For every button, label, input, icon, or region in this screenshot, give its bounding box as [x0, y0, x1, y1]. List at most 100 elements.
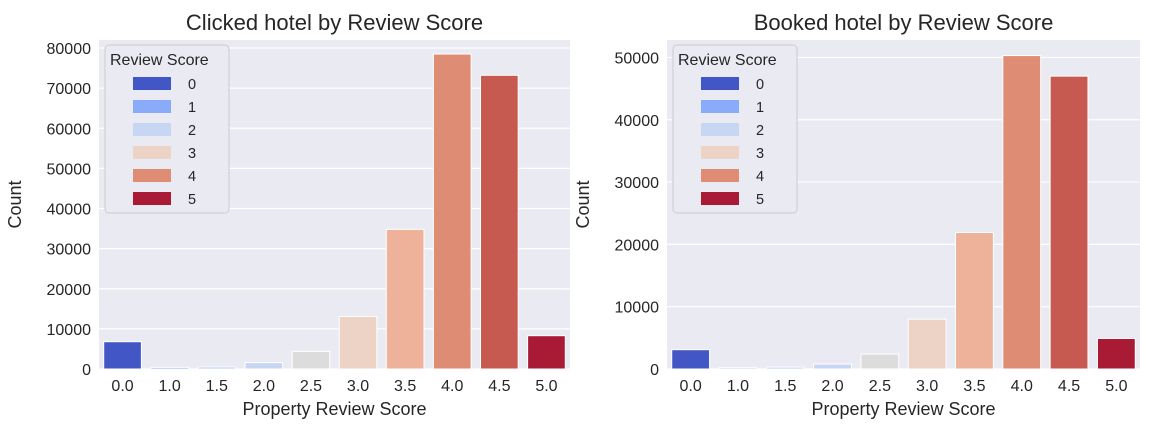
- y-tick-label: 0: [650, 362, 659, 379]
- x-tick-label: 3.0: [347, 378, 369, 395]
- x-tick-label: 5.0: [535, 378, 557, 395]
- bar-2.0: [813, 363, 852, 370]
- y-tick-label: 20000: [47, 282, 92, 299]
- x-tick-label: 0.0: [680, 378, 702, 395]
- bar-3.0: [907, 318, 947, 370]
- x-tick-label: 4.0: [441, 378, 463, 395]
- bar-5.0: [527, 335, 566, 370]
- y-tick-label: 80000: [47, 41, 92, 58]
- legend-entry-label: 0: [188, 77, 196, 93]
- x-tick-label: 4.5: [488, 378, 510, 395]
- chart-clicked-hotel: 0 10000 20000 30000 40000 50000 60000 70000 8000…: [5, 10, 570, 419]
- x-tick-label: 1.5: [774, 378, 796, 395]
- y-tick-label: 60000: [47, 121, 92, 138]
- legend-swatch: [701, 123, 739, 136]
- chart-title: Clicked hotel by Review Score: [186, 10, 483, 35]
- x-tick-label: 3.5: [963, 378, 985, 395]
- bar-4.0: [1002, 55, 1042, 370]
- bar-3.0: [338, 315, 378, 370]
- x-tick-label: 1.5: [206, 378, 228, 395]
- chart-title: Booked hotel by Review Score: [754, 10, 1054, 35]
- x-tick-labels: 0.0 1.0 1.5 2.0 2.5 3.0 3.5 4.0 4.5 5.0: [111, 378, 557, 395]
- x-axis-label: Property Review Score: [242, 399, 426, 419]
- bar-4.5: [1049, 75, 1089, 370]
- legend-entry-label: 4: [188, 169, 196, 185]
- bar-1.5: [765, 366, 805, 370]
- bar-4.5: [480, 74, 519, 370]
- legend: Review Score 0 1 2 3 4 5: [104, 44, 230, 214]
- bar-1.5: [197, 366, 237, 370]
- legend-swatch: [133, 123, 171, 136]
- x-tick-label: 2.0: [821, 378, 843, 395]
- bar-0.0: [103, 341, 142, 370]
- legend-entry-label: 2: [756, 123, 764, 139]
- y-tick-labels: 0 10000 20000 30000 40000 50000: [615, 50, 660, 379]
- legend-title: Review Score: [678, 52, 777, 69]
- legend-swatch: [133, 100, 171, 113]
- legend-swatch: [701, 146, 739, 159]
- y-tick-label: 50000: [47, 161, 92, 178]
- y-tick-label: 0: [82, 362, 91, 379]
- legend-entry-label: 4: [756, 169, 764, 185]
- legend-entry-label: 0: [756, 77, 764, 93]
- x-tick-label: 2.0: [253, 378, 275, 395]
- legend-swatch: [133, 192, 171, 205]
- legend-swatch: [701, 77, 739, 90]
- y-tick-label: 40000: [615, 113, 660, 130]
- y-tick-label: 50000: [615, 50, 660, 67]
- y-tick-label: 20000: [615, 237, 660, 254]
- x-tick-label: 4.0: [1011, 378, 1033, 395]
- bars: [103, 53, 566, 370]
- legend-entry-label: 3: [756, 146, 764, 162]
- legend: Review Score 0 1 2 3 4 5: [672, 44, 798, 214]
- y-tick-label: 40000: [47, 202, 92, 219]
- y-tick-label: 30000: [47, 242, 92, 259]
- bar-2.0: [244, 362, 284, 370]
- legend-swatch: [701, 100, 739, 113]
- bar-3.5: [955, 232, 994, 370]
- x-tick-label: 3.5: [394, 378, 416, 395]
- y-tick-labels: 0 10000 20000 30000 40000 50000 60000 70000 8000…: [47, 41, 92, 379]
- legend-swatch: [133, 146, 171, 159]
- bar-1.0: [150, 366, 189, 370]
- x-tick-label: 1.0: [159, 378, 181, 395]
- bar-2.5: [291, 350, 331, 370]
- x-tick-label: 2.5: [869, 378, 891, 395]
- y-tick-label: 10000: [615, 300, 660, 317]
- bar-3.5: [385, 228, 425, 370]
- bar-2.5: [860, 353, 900, 370]
- x-tick-label: 3.0: [916, 378, 938, 395]
- x-axis-label: Property Review Score: [811, 399, 995, 419]
- legend-swatch: [701, 169, 739, 182]
- bar-0.0: [671, 349, 711, 370]
- legend-entry-label: 5: [756, 192, 764, 208]
- legend-entry-label: 3: [188, 146, 196, 162]
- legend-entry-label: 1: [756, 100, 764, 116]
- y-tick-label: 10000: [47, 322, 92, 339]
- legend-swatch: [133, 169, 171, 182]
- legend-swatch: [701, 192, 739, 205]
- legend-entries: 0 1 2 3 4 5: [701, 77, 764, 208]
- legend-entries: 0 1 2 3 4 5: [133, 77, 196, 208]
- bars: [671, 55, 1136, 370]
- x-tick-labels: 0.0 1.0 1.5 2.0 2.5 3.0 3.5 4.0 4.5 5.0: [680, 378, 1128, 395]
- y-axis-label: Count: [573, 180, 593, 228]
- x-tick-label: 5.0: [1105, 378, 1127, 395]
- legend-entry-label: 1: [188, 100, 196, 116]
- legend-entry-label: 2: [188, 123, 196, 139]
- legend-title: Review Score: [110, 52, 209, 69]
- y-tick-label: 70000: [47, 81, 92, 98]
- legend-entry-label: 5: [188, 192, 196, 208]
- y-tick-label: 30000: [615, 175, 660, 192]
- bar-5.0: [1096, 337, 1136, 370]
- x-tick-label: 1.0: [727, 378, 749, 395]
- x-tick-label: 4.5: [1058, 378, 1080, 395]
- chart-booked-hotel: 0 10000 20000 30000 40000 50000 0.0 1.0 1.5 2.0 2…: [573, 10, 1140, 419]
- legend-swatch: [133, 77, 171, 90]
- bar-4.0: [432, 53, 472, 370]
- y-axis-label: Count: [5, 180, 25, 228]
- x-tick-label: 0.0: [111, 378, 133, 395]
- x-tick-label: 2.5: [300, 378, 322, 395]
- bar-1.0: [718, 367, 758, 370]
